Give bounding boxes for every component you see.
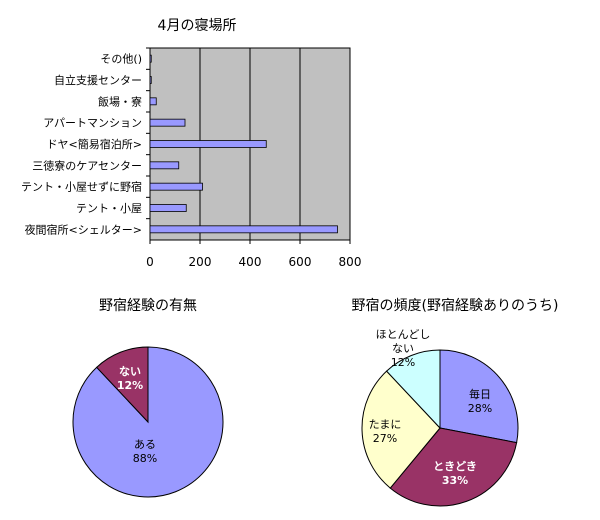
pie-slice-label: ない xyxy=(119,365,141,378)
bar-category-label: 自立支援センター xyxy=(54,73,142,87)
bar-marks xyxy=(149,54,338,234)
bar-tick-label: 0 xyxy=(146,255,154,269)
bar xyxy=(149,140,267,148)
bar-x-ticks: 0 200 400 600 800 xyxy=(146,240,361,269)
bar-tick-label: 400 xyxy=(239,255,262,269)
bar xyxy=(149,97,157,106)
pie-slice-percent: 12% xyxy=(117,379,143,392)
bar xyxy=(149,225,338,234)
pie2-title: 野宿の頻度(野宿経験ありのうち) xyxy=(352,297,559,314)
bar-chart: 4月の寝場所 その他() 自立支援センター飯場・寮アパートマンションドヤ<簡易宿泊… xyxy=(21,17,361,269)
bar-category-label: テント・小屋 xyxy=(76,202,142,215)
bar-category-label: 夜間宿所<シェルター> xyxy=(25,222,142,236)
bar-category-label: ドヤ<簡易宿泊所> xyxy=(47,137,142,151)
pie2-slices xyxy=(361,349,519,507)
pie-slice xyxy=(389,427,518,507)
bar-category-label: アパートマンション xyxy=(43,117,142,130)
bar-tick-label: 200 xyxy=(189,255,212,269)
pie-slice-percent: 33% xyxy=(442,474,468,487)
pie-slice-label: ときどき xyxy=(433,460,477,473)
bar xyxy=(149,54,152,63)
bar xyxy=(149,182,203,191)
pie-slice-percent: 28% xyxy=(468,402,492,415)
pie1-slices xyxy=(72,346,224,498)
bar xyxy=(149,118,186,127)
pie-slice-label: ある xyxy=(134,438,156,451)
pie-slice-percent: 12% xyxy=(391,356,415,369)
pie-slice xyxy=(385,349,441,430)
pie-slice-label: ほとんどし xyxy=(376,328,431,341)
pie-slice xyxy=(95,346,149,424)
pie-slice-percent: 88% xyxy=(133,452,157,465)
bar xyxy=(149,204,187,212)
bar-tick-label: 600 xyxy=(289,255,312,269)
bar xyxy=(149,161,180,170)
pie-slice-label: 毎日 xyxy=(469,388,491,401)
bar-chart-title: 4月の寝場所 xyxy=(158,17,237,34)
pie-slice xyxy=(439,349,519,444)
pie-slice xyxy=(361,370,441,489)
pie1-title: 野宿経験の有無 xyxy=(99,297,197,314)
bar-category-label: その他() xyxy=(100,53,142,66)
bar xyxy=(149,76,152,84)
pie-slice-label: たまに xyxy=(369,418,402,431)
bar-tick-label: 800 xyxy=(339,255,362,269)
pie-slice-percent: 27% xyxy=(373,432,397,445)
bar-category-label: 飯場・寮 xyxy=(98,94,142,108)
bar-category-label: テント・小屋せずに野宿 xyxy=(21,180,142,194)
bar-category-label: 三徳寮のケアセンター xyxy=(32,158,142,172)
pie-slice-label: ない xyxy=(392,342,414,355)
